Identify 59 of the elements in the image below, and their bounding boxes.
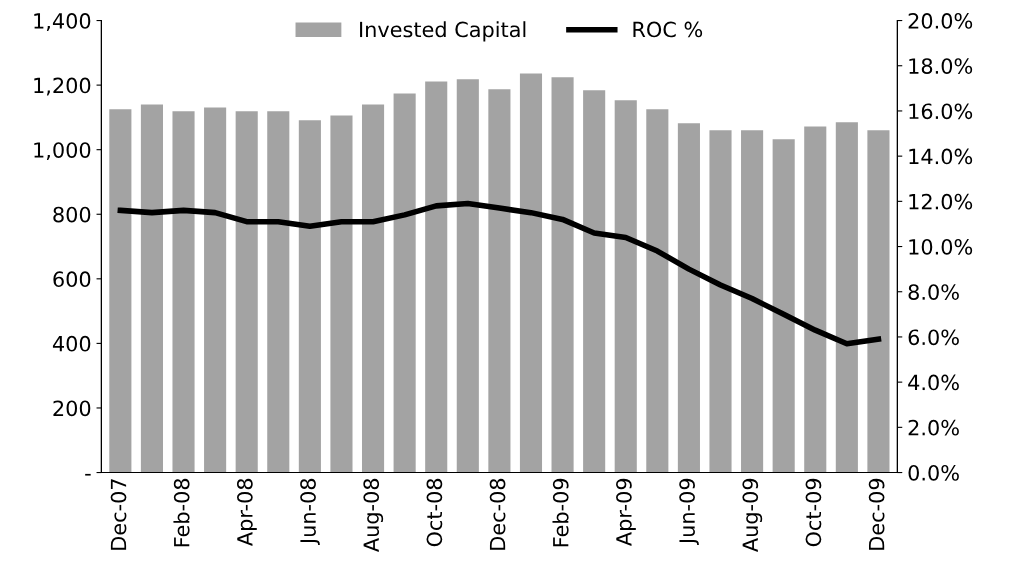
x-tick-label: Jun-09 — [679, 478, 699, 546]
bar — [109, 109, 132, 473]
y2-tick-label: 16.0% — [909, 103, 973, 120]
bar — [140, 104, 163, 473]
bar — [772, 139, 795, 473]
y-tick-label: 1,200 — [34, 77, 91, 96]
y2-tick-label: 20.0% — [908, 13, 973, 29]
y2-tick-label: 14.0% — [909, 148, 973, 165]
y-tick-label: 1,000 — [34, 142, 91, 161]
x-tick-label: Aug-08 — [363, 478, 384, 552]
y-tick-label: 600 — [53, 271, 91, 288]
bar — [519, 73, 543, 473]
bar — [583, 90, 606, 473]
bar — [235, 111, 258, 473]
bar — [298, 120, 321, 473]
bar — [393, 93, 416, 473]
x-tick-label: Oct-09 — [805, 478, 822, 547]
y2-tick-label: 10.0% — [909, 238, 973, 255]
legend-label: Invested Capital — [360, 21, 526, 42]
bar — [330, 115, 353, 473]
x-tick-label: Oct-08 — [426, 478, 443, 547]
y-tick-label: 400 — [52, 335, 91, 352]
y2-tick-label: 8.0% — [908, 284, 959, 300]
y2-tick-label: 18.0% — [909, 58, 973, 74]
y2-tick-label: 6.0% — [908, 329, 959, 346]
x-tick-label: Apr-08 — [236, 478, 257, 546]
bar — [867, 130, 890, 473]
bar — [804, 126, 827, 473]
bar — [204, 107, 227, 473]
y2-tick-label: 0.0% — [908, 464, 959, 481]
bar — [709, 130, 732, 473]
y-tick-label: 200 — [53, 400, 91, 417]
y2-tick-label: 2.0% — [908, 419, 959, 436]
x-tick-label: Dec-08 — [489, 478, 506, 550]
y-tick-label: 1,400 — [34, 13, 91, 31]
bar — [172, 111, 195, 473]
bar — [646, 109, 669, 473]
bar — [741, 130, 764, 473]
bar — [267, 111, 290, 473]
x-tick-label: Feb-09 — [552, 478, 569, 547]
x-tick-label: Apr-09 — [616, 478, 636, 546]
bar — [425, 81, 448, 473]
y2-tick-label: 4.0% — [908, 374, 959, 391]
legend-label: ROC % — [633, 21, 703, 38]
x-tick-label: Dec-07 — [110, 479, 127, 550]
bar — [835, 122, 858, 473]
x-tick-label: Jun-08 — [300, 478, 320, 546]
bar — [614, 100, 637, 473]
bar — [551, 77, 574, 473]
y-tick-label: - — [85, 473, 91, 476]
y-tick-label: 800 — [53, 206, 91, 223]
bar — [488, 89, 511, 473]
x-tick-label: Dec-09 — [868, 478, 885, 550]
y2-tick-label: 12.0% — [909, 193, 973, 210]
x-tick-label: Aug-09 — [742, 478, 763, 552]
bar — [361, 104, 385, 473]
bar — [677, 123, 700, 473]
x-tick-label: Feb-08 — [173, 478, 190, 547]
bar — [456, 79, 479, 473]
